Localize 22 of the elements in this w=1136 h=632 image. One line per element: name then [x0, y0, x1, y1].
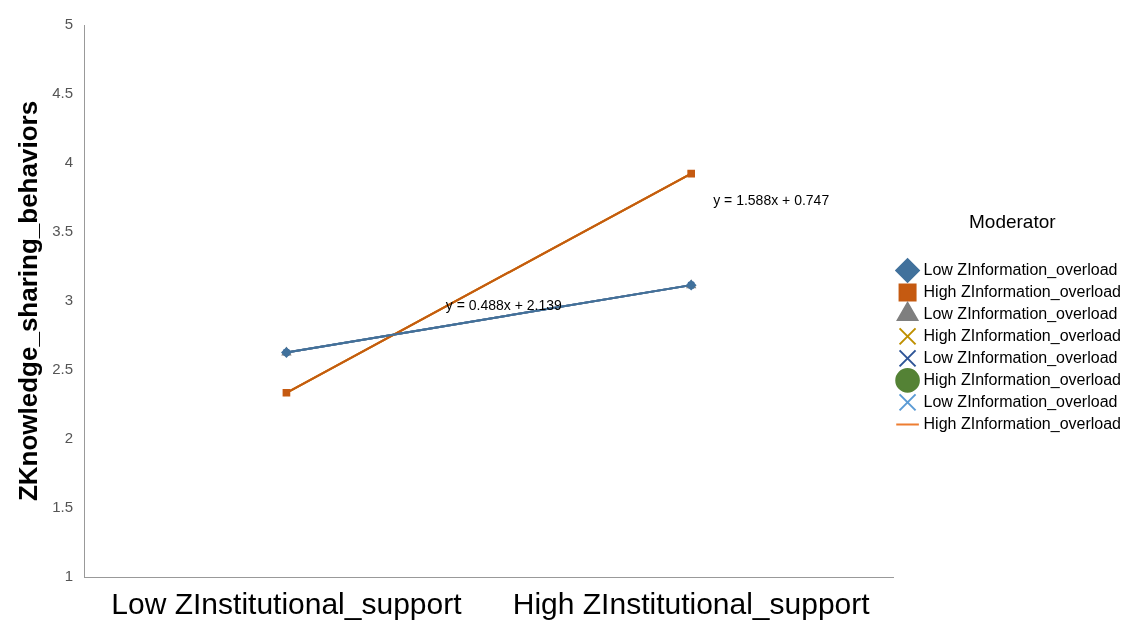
y-tick-label: 4: [64, 153, 74, 171]
legend-title: Moderator: [968, 211, 1057, 233]
legend-label: Low ZInformation_overload: [923, 260, 1118, 279]
y-tick-label: 4.5: [52, 84, 74, 102]
y-tick-label: 5: [64, 15, 74, 33]
legend-label: High ZInformation_overload: [923, 414, 1121, 433]
y-tick-label: 3: [64, 291, 74, 309]
legend-label: Low ZInformation_overload: [923, 392, 1118, 411]
y-tick-label: 2: [64, 429, 74, 447]
annotation: y = 1.588x + 0.747: [713, 192, 830, 209]
x-tick-label: Low ZInstitutional_support: [111, 587, 463, 621]
y-axis-title: ZKnowledge_sharing_behaviors: [12, 100, 43, 502]
y-tick-label: 3.5: [52, 222, 74, 240]
legend-label: Low ZInformation_overload: [923, 304, 1118, 323]
y-tick-label: 1.5: [52, 498, 74, 516]
legend-label: High ZInformation_overload: [923, 282, 1121, 301]
y-tick-label: 1: [64, 567, 74, 585]
legend-label: Low ZInformation_overload: [923, 348, 1118, 367]
legend-label: High ZInformation_overload: [923, 370, 1121, 389]
y-tick-label: 2.5: [52, 360, 74, 378]
legend-label: High ZInformation_overload: [923, 326, 1121, 345]
x-tick-label: High ZInstitutional_support: [512, 587, 871, 621]
